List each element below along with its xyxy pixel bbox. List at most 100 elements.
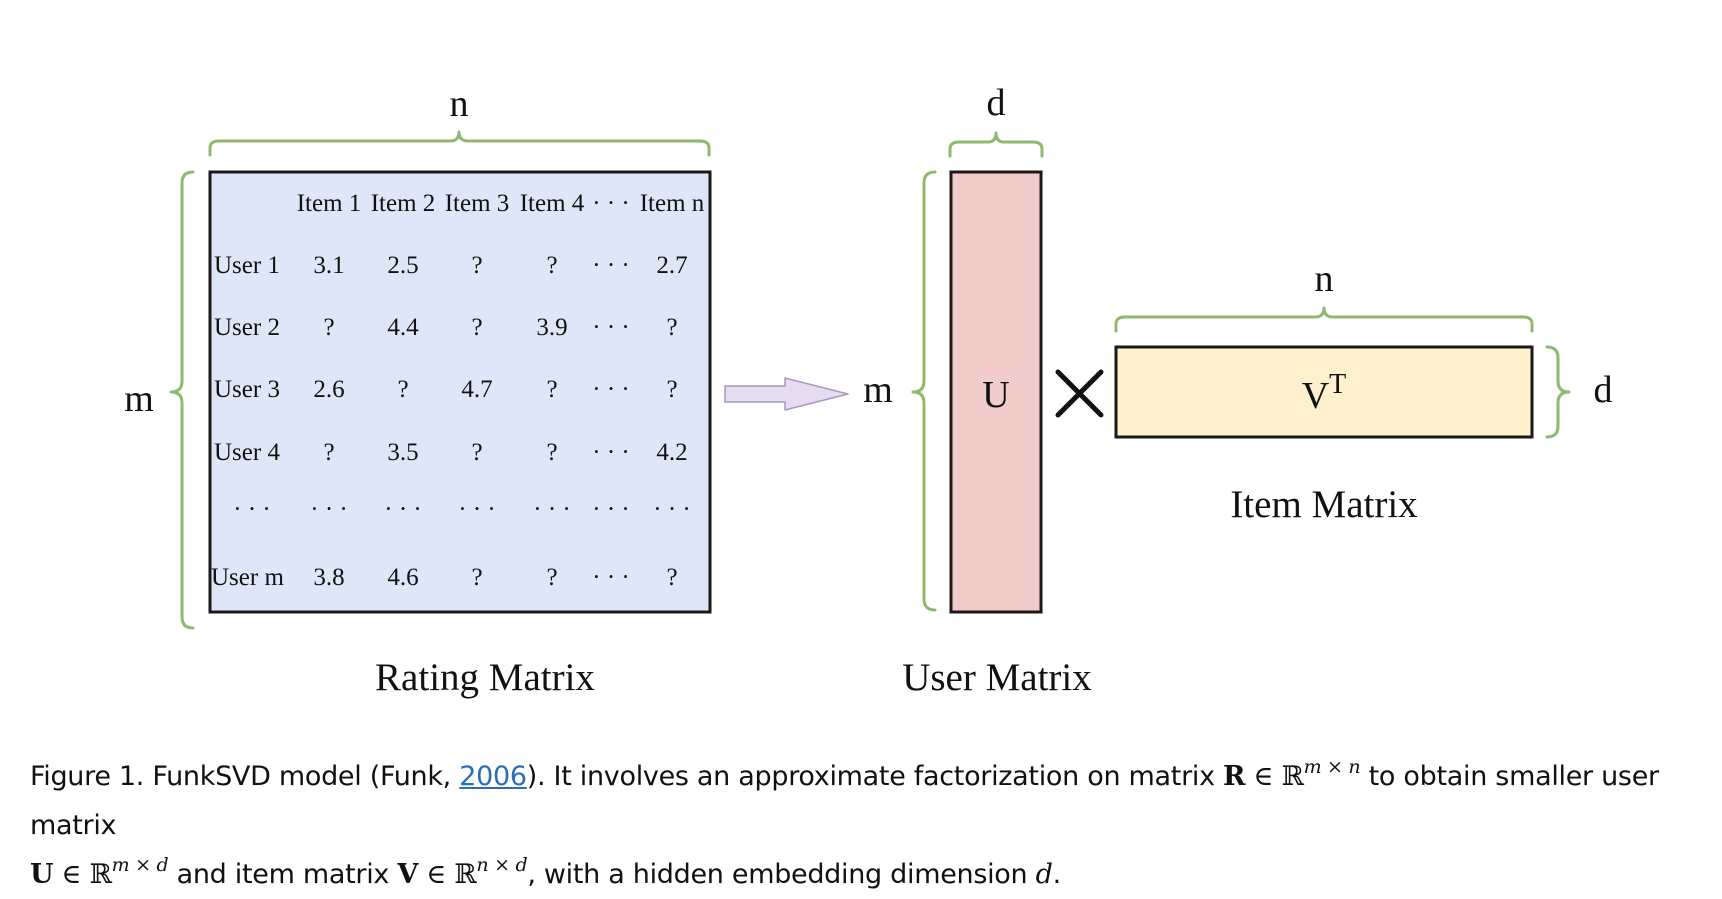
real-set-symbol: ∈ ℝ <box>418 859 477 890</box>
user-matrix-symbol: U <box>982 374 1009 416</box>
row-label: User 4 <box>214 439 280 466</box>
table-cell: ? <box>471 564 482 591</box>
table-cell: 4.7 <box>461 376 492 403</box>
item-matrix-box <box>1114 345 1534 439</box>
table-cell: · · · <box>592 376 629 403</box>
column-header: Item 4 <box>520 190 585 217</box>
real-set-symbol: ∈ ℝ <box>53 859 112 890</box>
table-cell: 3.9 <box>536 314 567 341</box>
table-cell: ? <box>546 376 557 403</box>
column-header: Item n <box>640 190 705 217</box>
rating-matrix-row-ellipsis: · · · · · · · · · · · · · · · · · · · · … <box>233 496 690 523</box>
matrix-u-symbol: U <box>30 859 54 890</box>
user-matrix-box <box>949 170 1043 614</box>
table-cell: ? <box>666 376 677 403</box>
item-matrix-top-brace <box>1114 306 1534 333</box>
caption-text: ). It involves an approximate factorizat… <box>526 761 1224 792</box>
row-label: User m <box>211 564 284 591</box>
item-matrix-symbol-superscript: T <box>1329 369 1346 400</box>
user-matrix-dim-m: m <box>863 369 893 411</box>
rating-matrix-column-headers: Item 1 Item 2 Item 3 Item 4 · · · Item n <box>297 190 705 217</box>
table-cell: ? <box>323 314 334 341</box>
item-matrix-symbol-base: V <box>1302 375 1330 417</box>
table-cell: · · · <box>458 496 495 523</box>
rating-matrix-top-brace <box>208 130 711 157</box>
rating-matrix-box <box>208 170 712 614</box>
rating-matrix-row-4: User 4 ? 3.5 ? ? · · · 4.2 <box>214 439 688 466</box>
rating-matrix-row-3: User 3 2.6 ? 4.7 ? · · · ? <box>214 376 678 403</box>
rating-matrix-dim-m: m <box>124 378 154 420</box>
rating-matrix-title: Rating Matrix <box>375 656 595 699</box>
caption-prefix: Figure 1. FunkSVD model (Funk, <box>30 761 460 792</box>
table-cell: ? <box>323 439 334 466</box>
real-set-symbol: ∈ ℝ <box>1245 761 1304 792</box>
table-cell: · · · <box>592 564 629 591</box>
table-cell: ? <box>471 439 482 466</box>
table-cell: ? <box>471 252 482 279</box>
column-header: Item 2 <box>371 190 436 217</box>
table-cell: ? <box>546 439 557 466</box>
item-matrix: n d VT Item Matrix <box>1114 258 1613 526</box>
arrow-right-icon <box>724 377 849 411</box>
user-matrix: d m U User Matrix <box>863 82 1092 699</box>
table-cell: · · · <box>310 496 347 523</box>
table-cell: ? <box>397 376 408 403</box>
row-label: User 3 <box>214 376 280 403</box>
dimension-d-symbol: d <box>1035 859 1053 890</box>
user-matrix-title: User Matrix <box>902 656 1092 699</box>
caption-text: and item matrix <box>168 859 398 890</box>
rating-matrix: n m Item 1 Item 2 Item 3 Item 4 · · · It… <box>124 83 712 699</box>
caption-text: . <box>1052 859 1062 890</box>
item-matrix-right-brace <box>1545 345 1571 439</box>
user-matrix-left-brace <box>911 170 937 612</box>
table-cell: · · · <box>653 496 690 523</box>
matrix-v-symbol: V <box>397 859 419 890</box>
table-cell: ? <box>471 314 482 341</box>
caption-text: to obtain smaller user matrix <box>30 761 1659 841</box>
dimension-superscript: n × d <box>476 854 528 876</box>
table-cell: · · · <box>384 496 421 523</box>
table-cell: ? <box>546 252 557 279</box>
row-label: · · · <box>233 496 270 523</box>
table-cell: 2.5 <box>387 252 418 279</box>
user-matrix-top-brace <box>948 131 1044 158</box>
dimension-superscript: m × n <box>1303 756 1361 778</box>
table-cell: 2.6 <box>313 376 344 403</box>
rating-matrix-dim-n: n <box>450 83 469 125</box>
table-cell: 2.7 <box>656 252 687 279</box>
rating-matrix-row-1: User 1 3.1 2.5 ? ? · · · 2.7 <box>214 252 688 279</box>
times-icon <box>1055 369 1104 418</box>
table-cell: · · · <box>592 439 629 466</box>
caption-text: , with a hidden embedding dimension <box>527 859 1036 890</box>
table-cell: · · · <box>592 314 629 341</box>
rating-matrix-row-m: User m 3.8 4.6 ? ? · · · ? <box>211 564 678 591</box>
table-cell: ? <box>666 314 677 341</box>
user-matrix-dim-d: d <box>987 82 1006 124</box>
rating-matrix-left-brace <box>169 170 195 630</box>
item-matrix-dim-n: n <box>1315 258 1334 300</box>
table-cell: 4.4 <box>387 314 419 341</box>
column-header: · · · <box>592 190 629 217</box>
table-cell: · · · <box>592 252 629 279</box>
row-label: User 2 <box>214 314 280 341</box>
figure-caption: Figure 1. FunkSVD model (Funk, 2006). It… <box>30 752 1720 899</box>
citation-link[interactable]: 2006 <box>459 761 527 792</box>
item-matrix-title: Item Matrix <box>1230 483 1418 526</box>
table-cell: ? <box>666 564 677 591</box>
rating-matrix-row-2: User 2 ? 4.4 ? 3.9 · · · ? <box>214 314 678 341</box>
table-cell: 4.6 <box>387 564 418 591</box>
column-header: Item 1 <box>297 190 362 217</box>
column-header: Item 3 <box>445 190 510 217</box>
row-label: User 1 <box>214 252 280 279</box>
table-cell: ? <box>546 564 557 591</box>
table-cell: 3.1 <box>313 252 344 279</box>
item-matrix-symbol: VT <box>1302 369 1347 417</box>
item-matrix-dim-d: d <box>1594 369 1613 411</box>
dimension-superscript: m × d <box>111 854 169 876</box>
table-cell: 4.2 <box>656 439 687 466</box>
table-cell: 3.8 <box>313 564 344 591</box>
table-cell: · · · <box>592 496 629 523</box>
matrix-r-symbol: R <box>1223 761 1246 792</box>
table-cell: 3.5 <box>387 439 418 466</box>
funksvd-diagram: n m Item 1 Item 2 Item 3 Item 4 · · · It… <box>124 82 1613 699</box>
